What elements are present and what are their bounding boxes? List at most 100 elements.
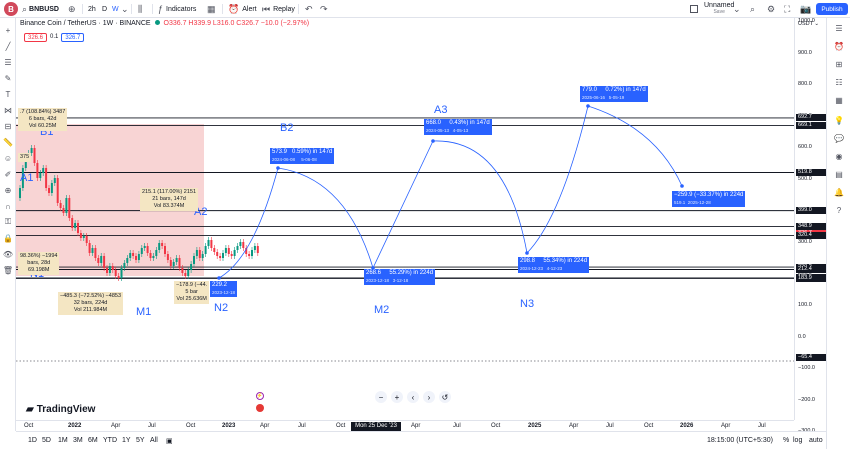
chart-type-button[interactable]: ⫼: [138, 0, 142, 18]
range-1y[interactable]: 1Y: [122, 437, 131, 444]
avatar[interactable]: B: [4, 2, 18, 16]
projection-box-n3[interactable]: 298.8 55.34%) in 224d 2024-12-23 4-12-23: [518, 257, 590, 273]
chart-pane[interactable]: B1 A1 B2 A2 A3 N1 M1 N2 M2 N3 573.9 0.59…: [16, 18, 794, 420]
clock-time[interactable]: 18:15:00 (UTC+5:30): [707, 437, 773, 444]
streams-icon[interactable]: ◉: [835, 151, 843, 161]
calendar-icon[interactable]: ▦: [835, 95, 843, 105]
layout-name[interactable]: Unnamed Save: [704, 2, 735, 15]
range-ytd[interactable]: YTD: [103, 437, 117, 444]
scroll-left-button[interactable]: ‹: [407, 391, 419, 403]
range-1m[interactable]: 1M: [58, 437, 68, 444]
candle: [227, 248, 230, 254]
indicators-button[interactable]: ƒ Indicators: [158, 4, 197, 14]
pattern-icon[interactable]: ⋈: [4, 105, 12, 115]
bid-value[interactable]: 326.6: [24, 33, 48, 42]
interval-dropdown[interactable]: ⌄: [121, 0, 129, 18]
redo-button[interactable]: ↷: [320, 0, 328, 18]
watchlist-icon[interactable]: ☰: [835, 23, 843, 33]
range-all[interactable]: All: [150, 437, 158, 444]
measure-box-n2[interactable]: −178.9 (−44. 5 bar Vol 25.636M: [174, 281, 210, 304]
symbol-search[interactable]: ⌕ BNBUSD: [22, 3, 59, 14]
chart-canvas[interactable]: [16, 18, 794, 420]
flag-event-icon[interactable]: [256, 404, 264, 412]
lightning-event-icon[interactable]: ⚡: [256, 392, 264, 400]
price-axis[interactable]: USDT ⌄ 1000.0900.0800.0700.0600.0500.040…: [794, 18, 826, 434]
compare-button[interactable]: ⊕: [68, 0, 76, 18]
publish-button[interactable]: Publish: [816, 3, 848, 15]
zoom-out-button[interactable]: −: [375, 391, 387, 403]
currency-label[interactable]: USDT ⌄: [798, 21, 820, 27]
projection-box-n2[interactable]: 229.2 2023-12-18: [210, 281, 238, 297]
time-label: Apr: [111, 423, 121, 429]
lock-drawing-icon[interactable]: ⚿: [4, 217, 12, 226]
symbol-title[interactable]: Binance Coin / TetherUS · 1W · BINANCE: [20, 20, 151, 27]
projection-box-end[interactable]: −259.9 (−33.37%) in 224d 519.1 2025-12-2…: [672, 191, 746, 207]
zoom-in-button[interactable]: +: [391, 391, 403, 403]
interval-2h[interactable]: 2h: [88, 5, 96, 13]
interval-w[interactable]: W: [112, 5, 119, 13]
range-5y[interactable]: 5Y: [136, 437, 145, 444]
measure-box-b1[interactable]: .7 (108.84%) 3487 6 bars, 42d Vol 60.25M: [18, 108, 68, 131]
time-axis[interactable]: Mon 25 Dec '23 Oct 2022 Apr Jul Oct 2023 Apr Ju…: [16, 420, 794, 431]
crosshair-icon[interactable]: +: [5, 25, 11, 35]
auto-toggle[interactable]: auto: [809, 437, 823, 444]
measure-icon[interactable]: ⊟: [4, 121, 12, 131]
emoji-icon[interactable]: ☺: [3, 153, 13, 163]
wave-label-m1: M1: [136, 306, 152, 318]
layout-dropdown[interactable]: ⌄: [733, 0, 741, 18]
brush-icon[interactable]: ✎: [4, 73, 12, 83]
ideas-icon[interactable]: 💡: [834, 115, 844, 125]
data-window-icon[interactable]: ⊞: [835, 59, 843, 69]
ruler-icon[interactable]: 📏: [3, 137, 13, 147]
projection-box-b2[interactable]: 573.9 0.59%) in 147d 2024-06-08 5-06-08: [270, 148, 335, 164]
trendline-icon[interactable]: ╱: [5, 41, 11, 51]
eye-icon[interactable]: 👁: [2, 249, 14, 259]
measure-box-a1[interactable]: 375: [18, 153, 32, 162]
fullscreen-button[interactable]: ⛶: [784, 0, 790, 18]
lock-icon[interactable]: 🔒: [3, 233, 13, 243]
pencil-icon[interactable]: ✐: [4, 169, 12, 179]
templates-button[interactable]: ▦: [207, 0, 216, 18]
wave-label-m2: M2: [374, 304, 390, 316]
layout-checkbox[interactable]: [690, 0, 698, 18]
range-5d[interactable]: 5D: [42, 437, 51, 444]
log-toggle[interactable]: log: [793, 437, 803, 444]
projection-box-a3[interactable]: 668.0 0.43%) in 147d 2024-05-13 4-05-13: [424, 119, 492, 135]
quick-search-button[interactable]: ⌕: [750, 0, 755, 18]
interval-d[interactable]: D: [102, 5, 108, 13]
alerts-icon[interactable]: ⏰: [834, 41, 844, 51]
chat-icon[interactable]: 💬: [834, 133, 844, 143]
measure-box-a2[interactable]: 215.1 (117.00%) 2151 21 bars, 147d Vol 83.…: [140, 188, 199, 211]
percent-toggle[interactable]: %: [783, 437, 790, 444]
arc-n3-top: [526, 105, 589, 254]
ask-value[interactable]: 326.7: [61, 33, 85, 42]
tradingview-logo[interactable]: ▰ TradingView: [26, 404, 96, 415]
arc-top-end: [587, 105, 683, 187]
replay-button[interactable]: ⏮ Replay: [262, 3, 295, 14]
fib-icon[interactable]: ☰: [4, 57, 12, 67]
settings-button[interactable]: ⚙: [767, 0, 775, 18]
measure-box-n1[interactable]: 98.36%) −1994 bars, 28d 69.198M: [18, 252, 60, 275]
measure-box-m1[interactable]: −485.3 (−72.52%) −4853 32 bars, 224d Vol 2…: [58, 292, 124, 315]
candle: [79, 233, 82, 238]
reset-chart-button[interactable]: ↺: [439, 391, 451, 403]
projection-box-top[interactable]: 779.0 0.72%) in 147d 2025-06-16 5-05-19: [580, 86, 648, 102]
hotlist-icon[interactable]: ☷: [835, 77, 843, 87]
projection-box-m2[interactable]: 268.6 55.29%) in 224d 2023-12-18 3-12-18: [364, 269, 436, 285]
price-label: 500.0: [798, 175, 812, 182]
scroll-right-button[interactable]: ›: [423, 391, 435, 403]
range-1d[interactable]: 1D: [28, 437, 37, 444]
calendar-events-icon[interactable]: ▤: [835, 169, 843, 179]
range-3m[interactable]: 3M: [73, 437, 83, 444]
text-icon[interactable]: T: [5, 89, 11, 99]
range-6m[interactable]: 6M: [88, 437, 98, 444]
trash-icon[interactable]: 🗑: [2, 265, 14, 275]
magnet-icon[interactable]: ∩: [5, 201, 11, 211]
zoom-icon[interactable]: ⊕: [4, 185, 12, 195]
calendar-icon[interactable]: ▣: [166, 438, 173, 445]
notifications-icon[interactable]: 🔔: [834, 187, 844, 197]
help-icon[interactable]: ?: [836, 205, 842, 215]
alert-button[interactable]: ⏰ Alert: [228, 3, 257, 14]
snapshot-button[interactable]: 📷: [800, 0, 811, 18]
undo-button[interactable]: ↶: [305, 0, 313, 18]
